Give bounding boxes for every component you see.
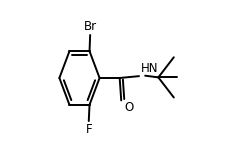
Text: HN: HN	[141, 62, 158, 75]
Text: Br: Br	[84, 20, 97, 33]
Text: F: F	[85, 123, 92, 136]
Text: O: O	[124, 101, 133, 114]
